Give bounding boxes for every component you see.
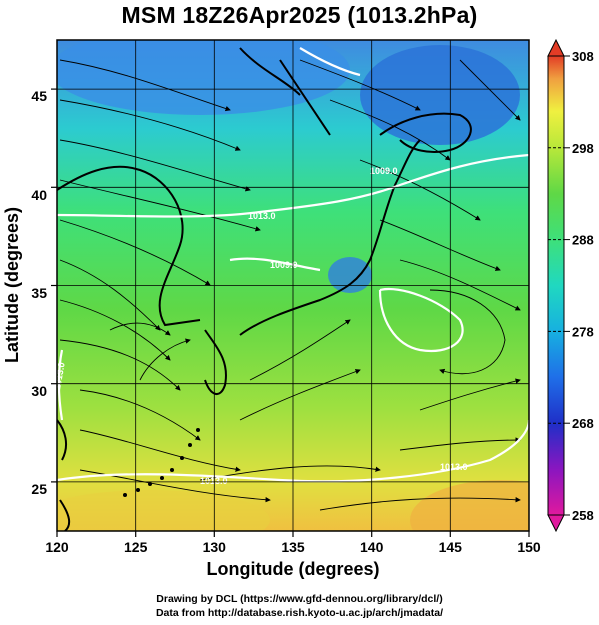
y-tick-label: 25 xyxy=(31,481,47,497)
isobar-north-edge xyxy=(299,47,361,77)
x-tick-label: 145 xyxy=(439,539,463,555)
colorbar-tick-label: 258 xyxy=(572,508,594,523)
y-tick-label: 30 xyxy=(31,383,47,399)
x-tick-label: 125 xyxy=(124,539,148,555)
isobar-1013-north xyxy=(57,153,529,218)
colorbar-tick-label: 268 xyxy=(572,416,594,431)
colorbar-tick-label: 298 xyxy=(572,141,594,156)
isobar-1013-west xyxy=(57,349,64,421)
colorbar-tick-label: 278 xyxy=(572,324,594,339)
isobar-1013-south xyxy=(57,419,529,483)
axis-ticks xyxy=(51,88,530,537)
isobar-1009-inland xyxy=(229,257,321,272)
y-axis-label: Latitude (degrees) xyxy=(2,207,22,363)
credit-drawing: Drawing by DCL (https://www.gfd-dennou.o… xyxy=(156,593,443,605)
colorbar-tick-label: 288 xyxy=(572,233,594,248)
colorbar: 308 298 288 278 268 258 xyxy=(547,38,594,533)
grid-lines xyxy=(57,40,529,531)
credit-data-source: Data from http://database.rish.kyoto-u.a… xyxy=(155,607,444,619)
isobar-contours xyxy=(57,47,529,483)
coastline-honshu xyxy=(239,139,421,336)
y-tick-label: 35 xyxy=(31,285,47,301)
contour-label: 1013.0 xyxy=(200,476,228,486)
y-tick-label: 45 xyxy=(31,88,47,104)
colorbar-min-arrow xyxy=(547,514,565,533)
x-tick-label: 140 xyxy=(360,539,384,555)
colorbar-gradient xyxy=(547,55,565,516)
contour-label: 1013.0 xyxy=(248,211,276,221)
colorbar-max-arrow xyxy=(547,38,565,57)
x-axis-label: Longitude (degrees) xyxy=(206,559,379,579)
colorbar-tick-label: 308 xyxy=(572,49,594,64)
coastline-hokkaido xyxy=(379,112,472,153)
x-tick-label: 120 xyxy=(45,539,69,555)
contour-label: 1009.0 xyxy=(270,260,298,270)
isobar-1009-low xyxy=(378,287,464,353)
coastline-sakhalin-mainland xyxy=(239,47,331,136)
contour-label: 1013.0 xyxy=(440,462,468,472)
y-tick-label: 40 xyxy=(31,187,47,203)
contour-label: 1009.0 xyxy=(370,166,398,176)
coastline-korea xyxy=(57,165,201,327)
x-tick-label: 135 xyxy=(281,539,305,555)
x-tick-label: 150 xyxy=(517,539,541,555)
contour-label: 1013.0 xyxy=(52,361,67,390)
x-tick-label: 130 xyxy=(203,539,227,555)
coastline-china-taiwan xyxy=(57,419,71,531)
map-title: MSM 18Z26Apr2025 (1013.2hPa) xyxy=(121,2,478,28)
field-patches xyxy=(57,40,529,531)
